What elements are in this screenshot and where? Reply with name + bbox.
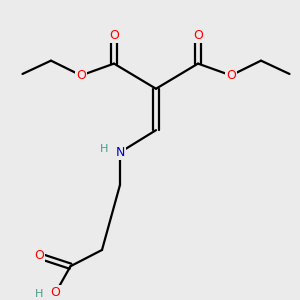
Text: O: O <box>34 249 44 262</box>
Text: O: O <box>76 69 86 82</box>
Text: H: H <box>100 144 109 154</box>
Text: N: N <box>115 146 125 159</box>
Text: O: O <box>51 286 60 299</box>
Text: O: O <box>193 29 203 42</box>
Text: O: O <box>109 29 119 42</box>
Text: H: H <box>35 289 43 299</box>
Text: O: O <box>226 69 236 82</box>
